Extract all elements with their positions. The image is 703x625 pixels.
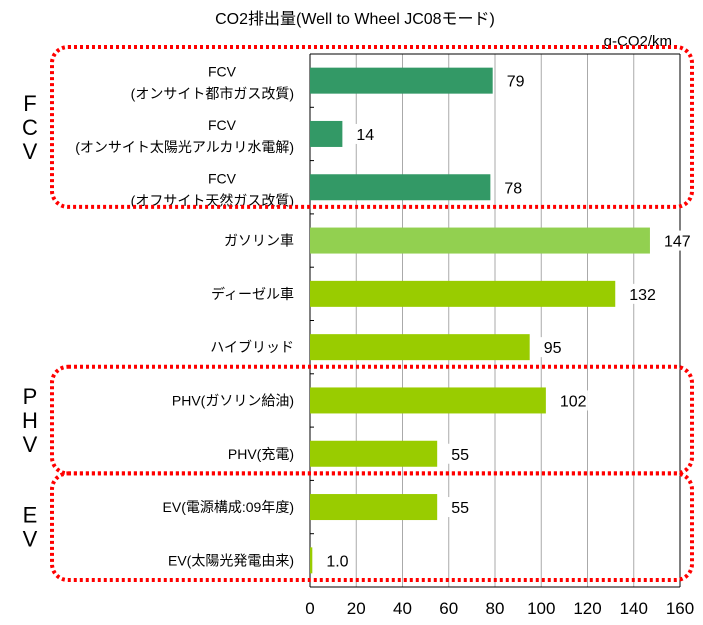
category-label: FCV (208, 170, 237, 186)
category-label: (オンサイト太陽光アルカリ水電解) (75, 139, 294, 155)
group-label-char: V (23, 527, 38, 552)
bar (310, 440, 438, 467)
x-tick-label: 160 (666, 599, 694, 618)
category-label: FCV (208, 64, 237, 80)
category-label: PHV(ガソリン給油) (172, 392, 294, 408)
data-label-bg (443, 443, 470, 464)
group-label-char: F (23, 91, 36, 116)
data-label-bg (655, 230, 692, 251)
x-tick-label: 60 (439, 599, 458, 618)
data-label-bg (621, 283, 658, 304)
data-label-bg (498, 70, 525, 91)
category-label: ハイブリッド (210, 339, 294, 355)
data-label: 55 (451, 500, 469, 517)
category-label: (オフサイト天然ガス改質) (131, 192, 294, 208)
bar (310, 334, 530, 361)
group-label-char: E (23, 503, 38, 528)
group-label-char: P (23, 384, 38, 409)
category-label: ディーゼル車 (211, 286, 294, 302)
group-label-char: V (23, 432, 38, 457)
data-label-bg (496, 177, 523, 198)
category-label: EV(太陽光発電由来) (168, 552, 294, 568)
group-label-char: C (22, 115, 38, 140)
bar (310, 120, 343, 147)
data-label: 14 (356, 127, 374, 144)
data-label: 1.0 (326, 553, 348, 570)
data-label-bg (348, 123, 375, 144)
x-tick-label: 80 (486, 599, 505, 618)
category-label: (オンサイト都市ガス改質) (131, 86, 294, 102)
bar (310, 227, 650, 254)
bar (310, 280, 616, 307)
x-tick-label: 120 (573, 599, 601, 618)
group-box (50, 45, 694, 209)
data-label: 95 (544, 340, 562, 357)
category-label: FCV (208, 117, 237, 133)
data-label: 102 (560, 393, 587, 410)
x-tick-label: 40 (393, 599, 412, 618)
data-label: 78 (504, 180, 522, 197)
data-label-bg (318, 550, 345, 571)
group-label-char: V (23, 139, 38, 164)
bar (310, 547, 313, 574)
x-tick-label: 140 (620, 599, 648, 618)
category-label: ガソリン車 (224, 233, 294, 249)
data-label: 55 (451, 447, 469, 464)
bar (310, 387, 546, 414)
bar (310, 174, 491, 201)
category-label: EV(電源構成:09年度) (163, 499, 294, 515)
x-tick-label: 20 (347, 599, 366, 618)
data-label: 147 (664, 234, 691, 251)
x-tick-label: 100 (527, 599, 555, 618)
data-label: 132 (629, 287, 656, 304)
chart-title: CO2排出量(Well to Wheel JC08モード) (215, 10, 495, 28)
x-tick-label: 0 (305, 599, 314, 618)
data-label: 79 (507, 74, 525, 91)
data-label-bg (443, 497, 470, 518)
group-label-char: H (22, 408, 38, 433)
bar (310, 67, 493, 94)
data-label-bg (535, 337, 562, 358)
category-label: PHV(充電) (228, 446, 294, 462)
bar (310, 494, 438, 521)
unit-label: g-CO2/km (604, 33, 672, 50)
data-label-bg (551, 390, 588, 411)
group-box (50, 471, 694, 582)
